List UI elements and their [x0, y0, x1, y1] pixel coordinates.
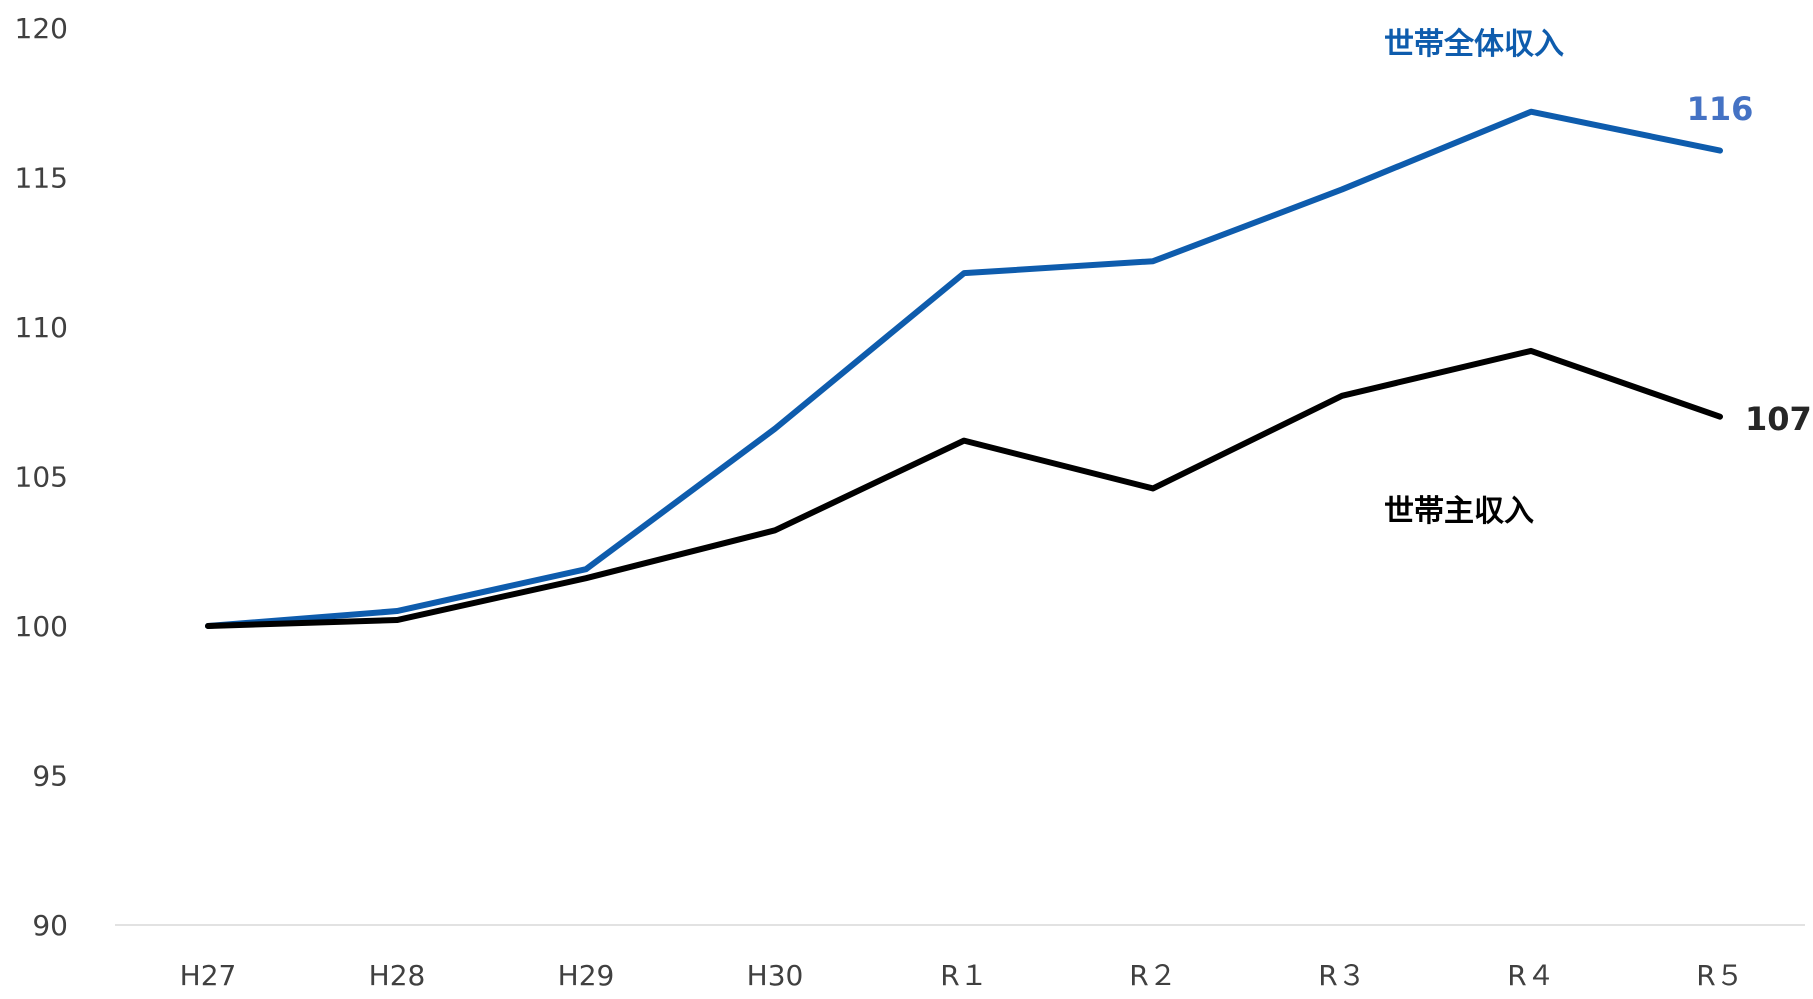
series-name-label: 世帯全体収入: [1384, 27, 1564, 62]
y-tick-label: 90: [32, 909, 68, 942]
y-tick-label: 120: [15, 12, 68, 45]
y-tick-label: 95: [32, 760, 68, 793]
x-tick-label: R２: [1129, 959, 1176, 992]
x-tick-label: H29: [558, 959, 615, 992]
end-value-label: 107: [1745, 400, 1812, 438]
end-value-label: 116: [1687, 90, 1754, 128]
y-tick-label: 110: [15, 311, 68, 344]
x-tick-label: R１: [940, 959, 987, 992]
y-tick-label: 105: [15, 461, 68, 494]
x-tick-label: H28: [369, 959, 426, 992]
series-lines: [205, 108, 1723, 629]
series-line: [205, 347, 1723, 629]
series-line: [205, 108, 1723, 629]
x-tick-label: H30: [747, 959, 804, 992]
x-tick-label: R５: [1696, 959, 1743, 992]
x-axis-ticks: H27 H28 H29 H30 R１ R２ R３ R４ R５: [180, 959, 1744, 992]
y-axis-ticks: 90 95 100 105 110 115 120: [15, 12, 68, 942]
x-tick-label: H27: [180, 959, 237, 992]
y-tick-label: 115: [15, 162, 68, 195]
y-tick-label: 100: [15, 610, 68, 643]
x-tick-label: R４: [1507, 959, 1554, 992]
x-tick-label: R３: [1318, 959, 1365, 992]
series-name-label: 世帯主収入: [1384, 494, 1534, 529]
